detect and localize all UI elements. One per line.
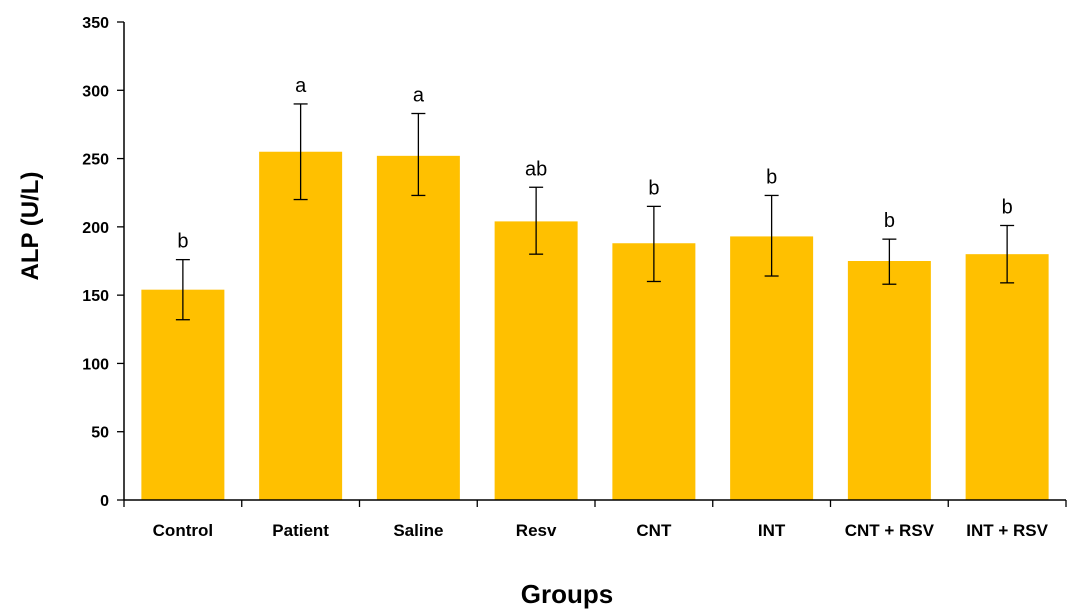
x-tick-label-6: CNT + RSV bbox=[845, 521, 935, 540]
bar-cnt-rsv bbox=[847, 261, 931, 500]
bars-layer bbox=[141, 151, 1049, 500]
y-tick-label-5: 250 bbox=[82, 152, 109, 169]
significance-label-3: ab bbox=[525, 158, 547, 180]
x-tick-label-3: Resv bbox=[516, 521, 557, 540]
significance-label-0: b bbox=[177, 231, 188, 253]
x-tick-label-5: INT bbox=[758, 521, 786, 540]
significance-label-1: a bbox=[295, 75, 307, 97]
x-tick-label-0: Control bbox=[153, 521, 213, 540]
axes-layer bbox=[117, 21, 1067, 507]
x-axis-title: Groups bbox=[521, 579, 613, 609]
bar-int bbox=[730, 236, 814, 500]
y-tick-label-6: 300 bbox=[82, 83, 109, 100]
bar-saline bbox=[376, 155, 460, 500]
x-tick-label-2: Saline bbox=[393, 521, 443, 540]
y-axis-title: ALP (U/L) bbox=[17, 172, 44, 281]
significance-label-7: b bbox=[1002, 196, 1013, 218]
y-tick-label-3: 150 bbox=[82, 288, 109, 305]
significance-label-2: a bbox=[413, 85, 425, 107]
bar-cnt bbox=[612, 243, 696, 500]
x-tick-labels-layer: Control Patient Saline Resv CNT INT CNT + RSV I… bbox=[153, 521, 1049, 540]
significance-label-5: b bbox=[766, 166, 777, 188]
x-tick-label-1: Patient bbox=[272, 521, 329, 540]
bar-int-rsv bbox=[965, 254, 1049, 500]
significance-labels-layer: b a a ab b b b b bbox=[177, 75, 1012, 253]
bar-control bbox=[141, 289, 225, 500]
x-tick-label-4: CNT bbox=[636, 521, 672, 540]
bar-patient bbox=[259, 151, 343, 500]
y-tick-labels-layer: 0 50 100 150 200 250 300 350 bbox=[82, 15, 109, 510]
significance-label-6: b bbox=[884, 210, 895, 232]
x-tick-label-7: INT + RSV bbox=[966, 521, 1048, 540]
y-tick-label-2: 100 bbox=[82, 356, 109, 373]
y-tick-label-4: 200 bbox=[82, 220, 109, 237]
error-bars-layer bbox=[175, 103, 1015, 321]
y-tick-label-7: 350 bbox=[82, 15, 109, 32]
significance-label-4: b bbox=[648, 177, 659, 199]
y-tick-label-1: 50 bbox=[91, 425, 109, 442]
bar-resv bbox=[494, 221, 578, 500]
y-tick-label-0: 0 bbox=[100, 493, 109, 510]
